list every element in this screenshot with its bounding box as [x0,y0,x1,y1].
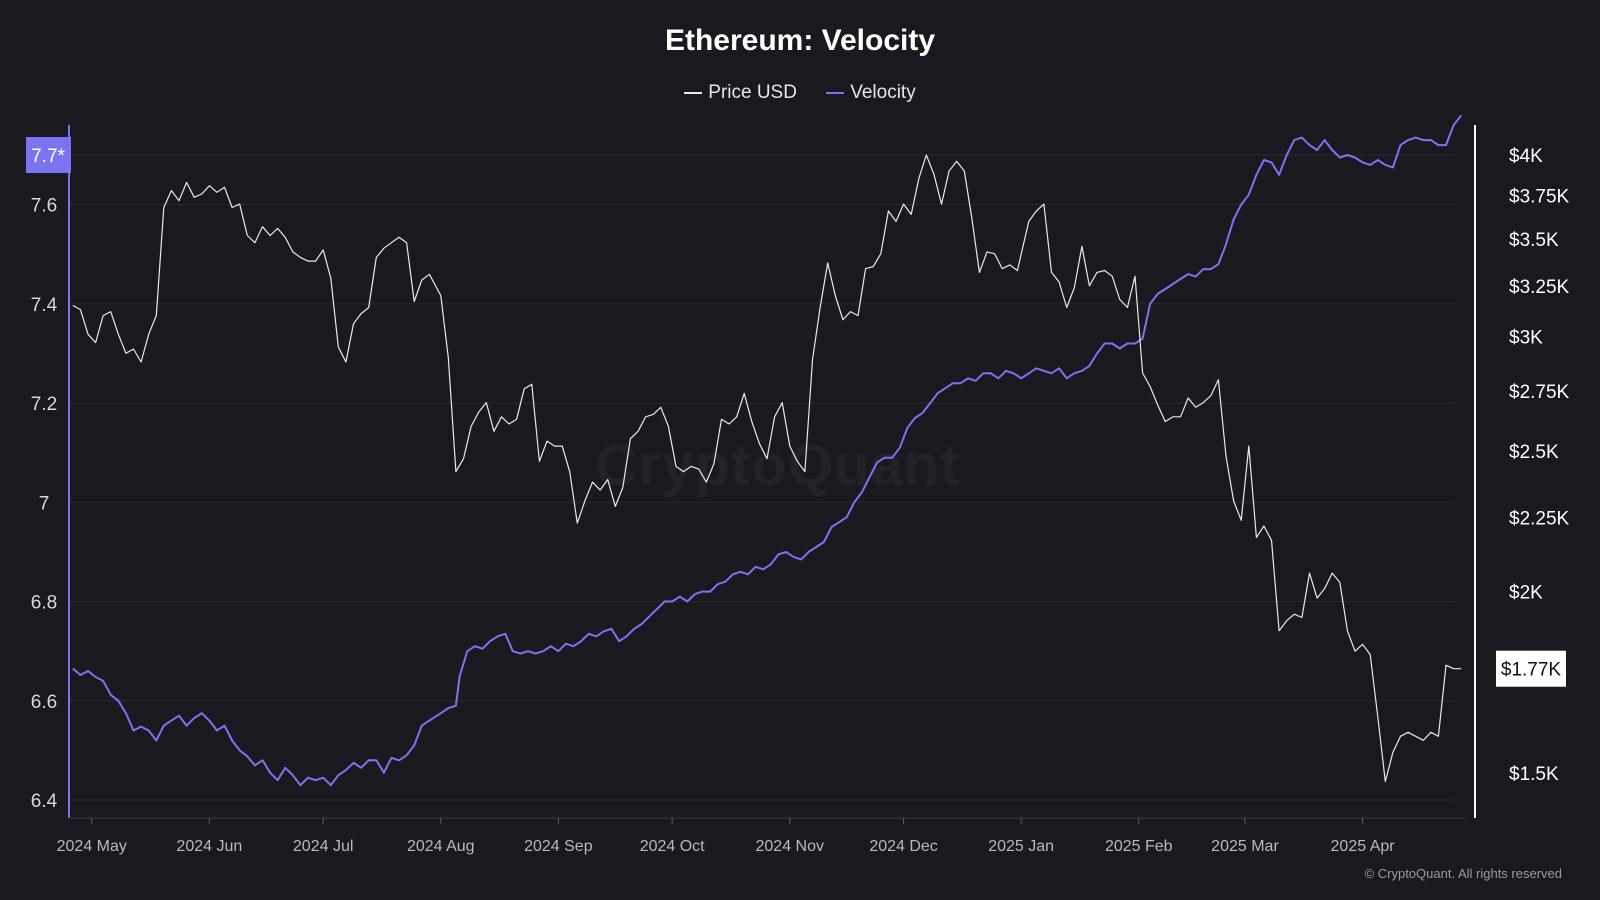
y-right-tick-label: $3K [1509,327,1543,348]
x-tick-label: 2024 Dec [869,838,938,855]
y-right-tick-label: $3.25K [1509,277,1570,298]
y-right-tick-label: $2.25K [1509,509,1570,530]
y-left-tick-label: 7.4 [31,295,58,316]
legend: Price USD Velocity [0,78,1600,104]
y-right-tick-label: $2K [1509,583,1543,604]
velocity-current-label: 7.7* [31,146,65,167]
x-tick-label: 2025 Apr [1331,838,1396,855]
y-right-tick-label: $3.5K [1509,230,1559,251]
price-series-line [72,154,1462,783]
legend-item-price[interactable]: Price USD [684,82,797,104]
x-tick-label: 2024 May [57,838,127,855]
price-current-label: $1.77K [1501,660,1562,681]
legend-item-velocity[interactable]: Velocity [826,82,916,104]
velocity-series-line [72,114,1462,787]
legend-label-velocity: Velocity [850,82,916,103]
x-tick-label: 2024 Nov [756,838,825,855]
legend-swatch-velocity [826,92,845,94]
copyright-notice: © CryptoQuant. All rights reserved [1364,866,1562,881]
y-right-tick-label: $1.5K [1509,764,1559,785]
y-right-tick-label: $4K [1509,146,1543,167]
legend-label-price: Price USD [708,82,797,103]
x-tick-label: 2024 Aug [407,838,475,855]
x-tick-label: 2025 Feb [1105,838,1173,855]
x-tick-label: 2025 Jan [988,838,1054,855]
y-left-tick-label: 6.8 [31,593,57,614]
watermark-logo: CryptoQuant [595,432,960,499]
y-right-tick-label: $3.75K [1509,187,1570,208]
y-right-tick-label: $2.5K [1509,442,1559,463]
legend-swatch-price [684,92,703,94]
y-left-tick-label: 7.2 [31,394,57,415]
price-current-badge [1496,650,1566,687]
velocity-current-badge [26,137,71,173]
x-tick-label: 2024 Jun [176,838,242,855]
x-tick-label: 2024 Sep [524,838,593,855]
y-left-tick-label: 6.4 [31,791,58,812]
y-left-tick-label: 6.6 [31,692,57,713]
x-tick-label: 2024 Oct [640,838,705,855]
y-right-tick-label: $2.75K [1509,382,1570,403]
x-tick-label: 2024 Jul [293,838,354,855]
y-left-tick-label: 7.6 [31,196,57,217]
x-tick-label: 2025 Mar [1211,838,1279,855]
y-left-tick-label: 7 [39,493,50,514]
chart-title: Ethereum: Velocity [664,24,936,57]
